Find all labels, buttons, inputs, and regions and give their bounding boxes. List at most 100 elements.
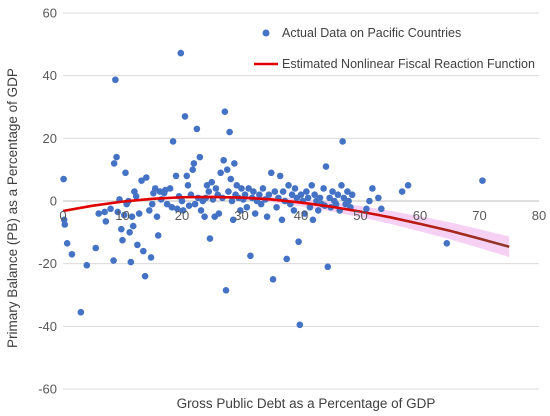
data-point: [197, 207, 205, 214]
data-point: [193, 125, 201, 133]
x-tick-label: 60: [413, 208, 427, 223]
data-point: [290, 207, 298, 214]
data-point: [369, 185, 376, 192]
data-point: [263, 213, 271, 220]
data-point: [443, 240, 451, 247]
data-point: [206, 235, 214, 242]
legend-label-curve: Estimated Nonlinear Fiscal Reaction Func…: [282, 57, 535, 71]
data-point: [398, 188, 406, 195]
data-point: [222, 287, 230, 294]
data-point: [251, 210, 259, 217]
data-point: [296, 321, 304, 329]
data-point: [113, 153, 120, 161]
x-tick-label: 20: [175, 208, 189, 223]
data-point: [309, 216, 317, 224]
data-point: [127, 258, 135, 266]
fiscal-reaction-curve: [62, 195, 510, 249]
data-point: [378, 205, 385, 213]
data-point: [332, 200, 340, 208]
data-point: [201, 213, 208, 220]
data-point: [107, 205, 114, 213]
data-point: [122, 169, 129, 177]
data-point: [215, 210, 223, 217]
data-point: [83, 261, 91, 269]
data-point: [168, 203, 176, 211]
x-tick-label: 0: [59, 208, 66, 223]
data-point: [479, 177, 486, 184]
data-point: [95, 210, 102, 217]
data-point: [196, 153, 204, 161]
data-point: [184, 182, 192, 189]
data-point: [138, 177, 145, 184]
data-point: [288, 191, 296, 199]
data-point: [208, 178, 216, 186]
data-point: [118, 225, 125, 233]
data-point: [247, 252, 254, 260]
data-point: [205, 188, 213, 195]
data-point: [308, 182, 316, 189]
data-point: [231, 160, 238, 167]
data-point: [276, 172, 284, 180]
data-point: [148, 200, 156, 208]
data-point: [163, 200, 171, 208]
data-point: [303, 188, 310, 195]
legend: Actual Data on Pacific Countries Estimat…: [254, 26, 535, 71]
legend-label-scatter: Actual Data on Pacific Countries: [282, 26, 461, 40]
data-point: [322, 163, 330, 170]
data-point: [306, 203, 314, 211]
data-point: [304, 194, 312, 202]
data-point: [151, 185, 159, 192]
curve-confidence-band: [241, 195, 510, 258]
data-point: [147, 254, 155, 261]
data-point: [110, 257, 117, 264]
data-point: [217, 169, 224, 177]
data-point: [340, 194, 348, 202]
x-tick-labels: 0 10 20 30 40 50 60 70 80: [59, 208, 546, 223]
data-point: [220, 156, 227, 164]
data-point: [132, 193, 140, 200]
data-point: [68, 250, 76, 258]
data-point: [119, 236, 126, 244]
data-point: [101, 208, 108, 216]
data-point: [203, 182, 211, 189]
y-tick-label: 40: [43, 68, 57, 83]
data-point: [256, 191, 263, 199]
x-tick-label: 50: [353, 208, 367, 223]
data-point: [185, 202, 193, 209]
data-point: [291, 185, 299, 192]
data-point: [227, 175, 235, 183]
fitted-curve: [62, 195, 510, 249]
data-point: [311, 191, 318, 199]
x-tick-label: 30: [234, 208, 248, 223]
data-point: [189, 166, 197, 173]
data-point: [271, 188, 279, 195]
y-tick-label: 20: [43, 131, 57, 146]
data-point: [153, 213, 161, 220]
scatter-points: [60, 49, 486, 329]
x-tick-label: 10: [115, 208, 129, 223]
data-point: [363, 205, 370, 213]
data-point: [77, 308, 85, 316]
x-tick-label: 70: [472, 208, 486, 223]
data-point: [112, 76, 119, 84]
data-point: [250, 188, 257, 195]
data-point: [320, 185, 327, 192]
data-point: [259, 185, 267, 192]
data-point: [181, 113, 189, 120]
y-tick-label: 60: [43, 6, 57, 21]
data-point: [228, 197, 236, 205]
data-point: [179, 207, 187, 214]
data-point: [169, 138, 177, 145]
data-point: [324, 263, 332, 271]
data-point: [61, 221, 69, 228]
data-point: [178, 197, 186, 205]
data-point: [102, 218, 110, 225]
data-point: [154, 232, 162, 239]
data-point: [134, 241, 141, 249]
x-tick-label: 80: [532, 208, 546, 223]
data-point: [243, 203, 251, 211]
data-point: [126, 229, 133, 236]
data-point: [145, 207, 153, 214]
